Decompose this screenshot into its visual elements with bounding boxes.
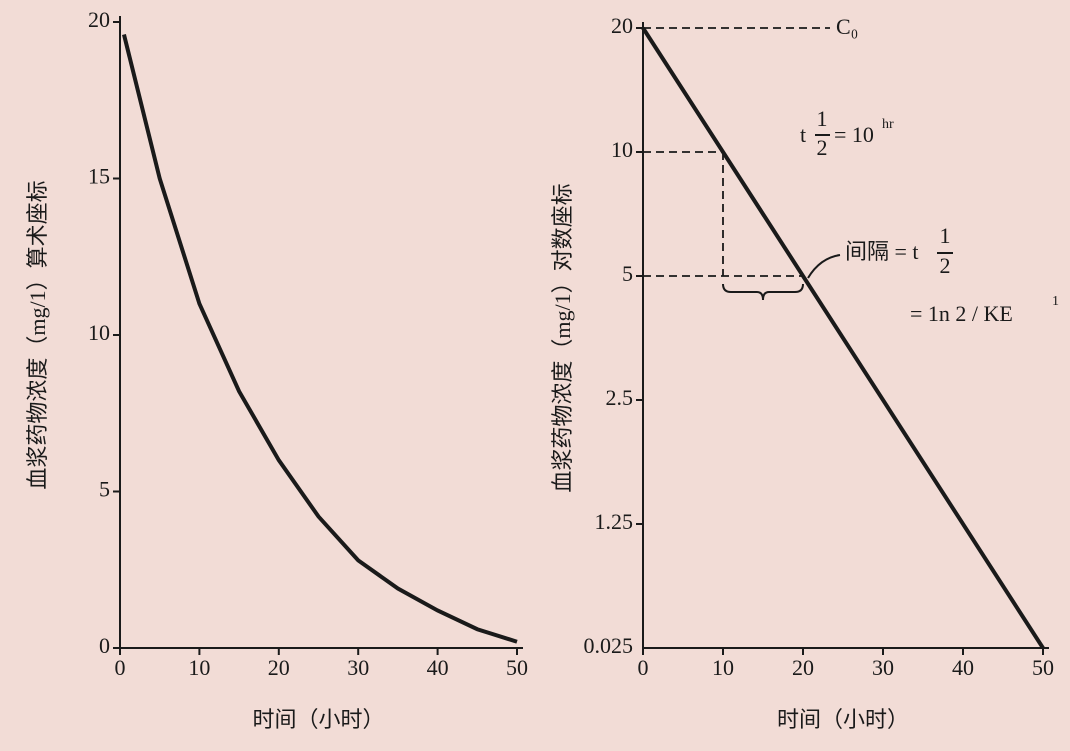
- half-life-rhs: = 10: [834, 122, 874, 147]
- leader: [807, 254, 841, 279]
- y-tick-label: 5: [99, 477, 110, 502]
- half-life-den: 2: [817, 135, 828, 160]
- interval-den: 2: [940, 253, 951, 278]
- y-axis-label: 血浆药物浓度（mg/1）算术座标: [25, 180, 50, 489]
- y-tick-label: 2.5: [606, 385, 634, 410]
- x-tick-label: 40: [952, 655, 974, 680]
- x-tick-label: 50: [1032, 655, 1054, 680]
- x-tick-label: 20: [268, 655, 290, 680]
- data-line: [641, 26, 1045, 650]
- c0-label: C₀: [836, 14, 858, 39]
- x-tick-label: 30: [347, 655, 369, 680]
- x-tick-label: 10: [188, 655, 210, 680]
- x-tick-label: 50: [506, 655, 528, 680]
- y-tick-label: 0: [99, 633, 110, 658]
- x-tick-label: 0: [638, 655, 649, 680]
- interval-lead: 间隔 = t: [845, 239, 919, 264]
- interval-num: 1: [940, 223, 951, 248]
- x-tick-label: 40: [427, 655, 449, 680]
- x-axis-label: 时间（小时）: [777, 707, 909, 732]
- half-life-t: t: [800, 122, 806, 147]
- y-tick-label: 5: [622, 261, 633, 286]
- half-life-num: 1: [817, 106, 828, 131]
- interval-sup: 1: [1052, 294, 1059, 309]
- y-bottom-label: 0.025: [584, 633, 634, 658]
- x-tick-label: 10: [712, 655, 734, 680]
- y-tick-label: 10: [88, 320, 110, 345]
- brace: [722, 283, 804, 301]
- x-tick-label: 20: [792, 655, 814, 680]
- y-axis-label: 血浆药物浓度（mg/1）对数座标: [550, 183, 575, 492]
- y-tick-label: 20: [88, 7, 110, 32]
- x-tick-label: 0: [115, 655, 126, 680]
- data-line: [122, 34, 518, 644]
- interval-rhs: = 1n 2 / KE: [910, 301, 1013, 326]
- y-tick-label: 1.25: [595, 509, 634, 534]
- half-life-sup: hr: [882, 117, 894, 132]
- x-axis-label: 时间（小时）: [252, 707, 384, 732]
- y-tick-label: 10: [611, 137, 633, 162]
- x-tick-label: 30: [872, 655, 894, 680]
- y-tick-label: 20: [611, 13, 633, 38]
- y-tick-label: 15: [88, 164, 110, 189]
